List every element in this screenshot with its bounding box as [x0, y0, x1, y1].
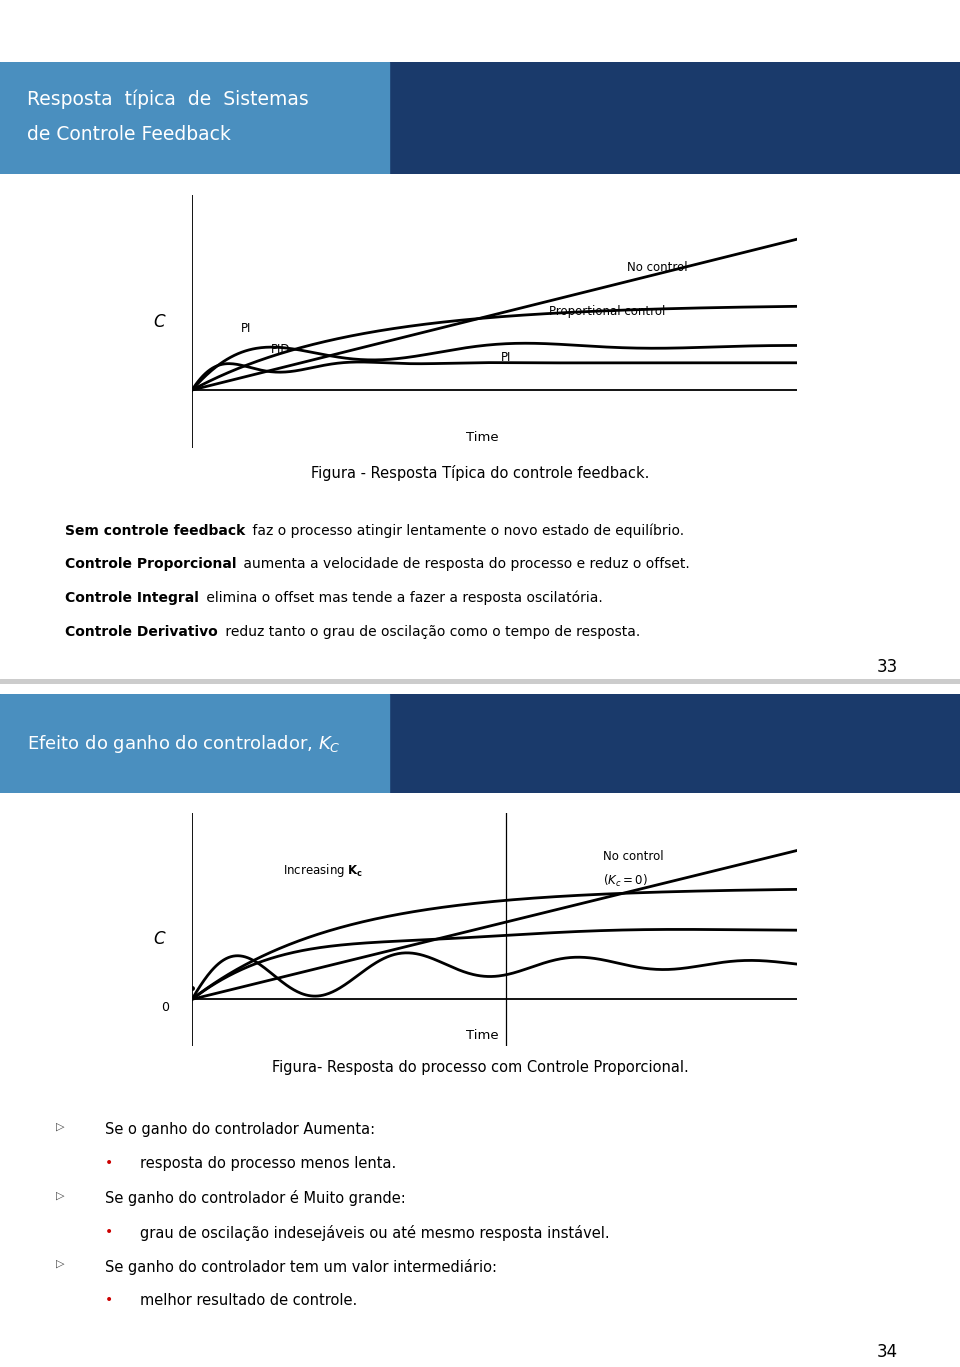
Text: •: • [105, 1225, 113, 1239]
Text: No control: No control [603, 850, 664, 863]
Text: Se o ganho do controlador Aumenta:: Se o ganho do controlador Aumenta: [105, 1122, 374, 1137]
Text: C: C [153, 930, 164, 947]
Text: No control: No control [628, 261, 688, 275]
Text: PID: PID [271, 343, 290, 355]
Bar [0, 694, 389, 793]
Text: ▷: ▷ [56, 1122, 64, 1132]
Text: Figura - Resposta Típica do controle feedback.: Figura - Resposta Típica do controle fee… [311, 465, 649, 481]
Text: C: C [153, 313, 164, 331]
Text: 34: 34 [876, 1342, 898, 1362]
Text: elimina o offset mas tende a fazer a resposta oscilatória.: elimina o offset mas tende a fazer a res… [202, 591, 603, 606]
Text: •: • [105, 1293, 113, 1307]
Text: Figura- Resposta do processo com Controle Proporcional.: Figura- Resposta do processo com Control… [272, 1061, 688, 1076]
Text: •: • [105, 1156, 113, 1170]
Text: Time: Time [466, 431, 498, 444]
Text: Controle Integral: Controle Integral [65, 591, 199, 606]
Text: PI: PI [240, 321, 251, 335]
Text: Se ganho do controlador tem um valor intermediário:: Se ganho do controlador tem um valor int… [105, 1259, 496, 1275]
Text: PI: PI [500, 351, 511, 364]
Text: Controle Derivativo: Controle Derivativo [65, 625, 218, 638]
Text: grau de oscilação indesejáveis ou até mesmo resposta instável.: grau de oscilação indesejáveis ou até me… [140, 1225, 610, 1241]
Text: Efeito do ganho do controlador, $\it{K}_{\it{C}}$: Efeito do ganho do controlador, $\it{K}_… [27, 733, 341, 755]
Text: ($K_c = 0$): ($K_c = 0$) [603, 874, 648, 889]
Text: Sem controle feedback: Sem controle feedback [65, 524, 246, 537]
Text: faz o processo atingir lentamente o novo estado de equilíbrio.: faz o processo atingir lentamente o novo… [248, 524, 684, 537]
Text: ▷: ▷ [56, 1259, 64, 1269]
Text: Time: Time [466, 1029, 498, 1042]
Text: Controle Proporcional: Controle Proporcional [65, 558, 237, 571]
Text: Increasing $\mathbf{K_c}$: Increasing $\mathbf{K_c}$ [283, 861, 363, 879]
Text: de Controle Feedback: de Controle Feedback [27, 126, 230, 145]
Text: resposta do processo menos lenta.: resposta do processo menos lenta. [140, 1156, 396, 1172]
Text: aumenta a velocidade de resposta do processo e reduz o offset.: aumenta a velocidade de resposta do proc… [239, 558, 690, 571]
Text: melhor resultado de controle.: melhor resultado de controle. [140, 1293, 357, 1308]
Text: Proportional control: Proportional control [549, 305, 665, 319]
Text: ▷: ▷ [56, 1191, 64, 1200]
Text: reduz tanto o grau de oscilação como o tempo de resposta.: reduz tanto o grau de oscilação como o t… [221, 625, 640, 638]
Text: Resposta  típica  de  Sistemas: Resposta típica de Sistemas [27, 90, 308, 109]
Text: Se ganho do controlador é Muito grande:: Se ganho do controlador é Muito grande: [105, 1191, 405, 1206]
Text: 33: 33 [876, 658, 898, 677]
Bar [0, 62, 389, 174]
Text: 0: 0 [160, 1002, 169, 1014]
